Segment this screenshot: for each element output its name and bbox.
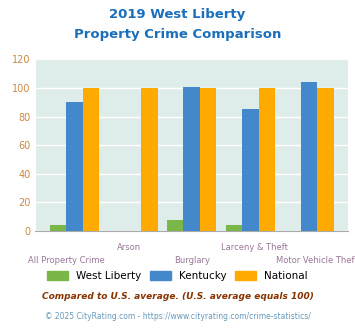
Bar [83, 88, 99, 231]
Bar [50, 225, 66, 231]
Bar [317, 88, 334, 231]
Bar [301, 82, 317, 231]
Text: 2019 West Liberty: 2019 West Liberty [109, 8, 246, 21]
Text: Arson: Arson [117, 243, 141, 251]
Bar [184, 86, 200, 231]
Bar [141, 88, 158, 231]
Bar [226, 225, 242, 231]
Bar [242, 110, 258, 231]
Text: © 2025 CityRating.com - https://www.cityrating.com/crime-statistics/: © 2025 CityRating.com - https://www.city… [45, 312, 310, 321]
Text: Motor Vehicle Theft: Motor Vehicle Theft [276, 256, 355, 265]
Bar [258, 88, 275, 231]
Text: All Property Crime: All Property Crime [28, 256, 105, 265]
Text: Burglary: Burglary [174, 256, 210, 265]
Text: Compared to U.S. average. (U.S. average equals 100): Compared to U.S. average. (U.S. average … [42, 292, 313, 301]
Bar [66, 102, 83, 231]
Text: Larceny & Theft: Larceny & Theft [221, 243, 288, 251]
Bar [200, 88, 216, 231]
Legend: West Liberty, Kentucky, National: West Liberty, Kentucky, National [44, 268, 311, 284]
Bar [167, 219, 184, 231]
Text: Property Crime Comparison: Property Crime Comparison [74, 28, 281, 41]
